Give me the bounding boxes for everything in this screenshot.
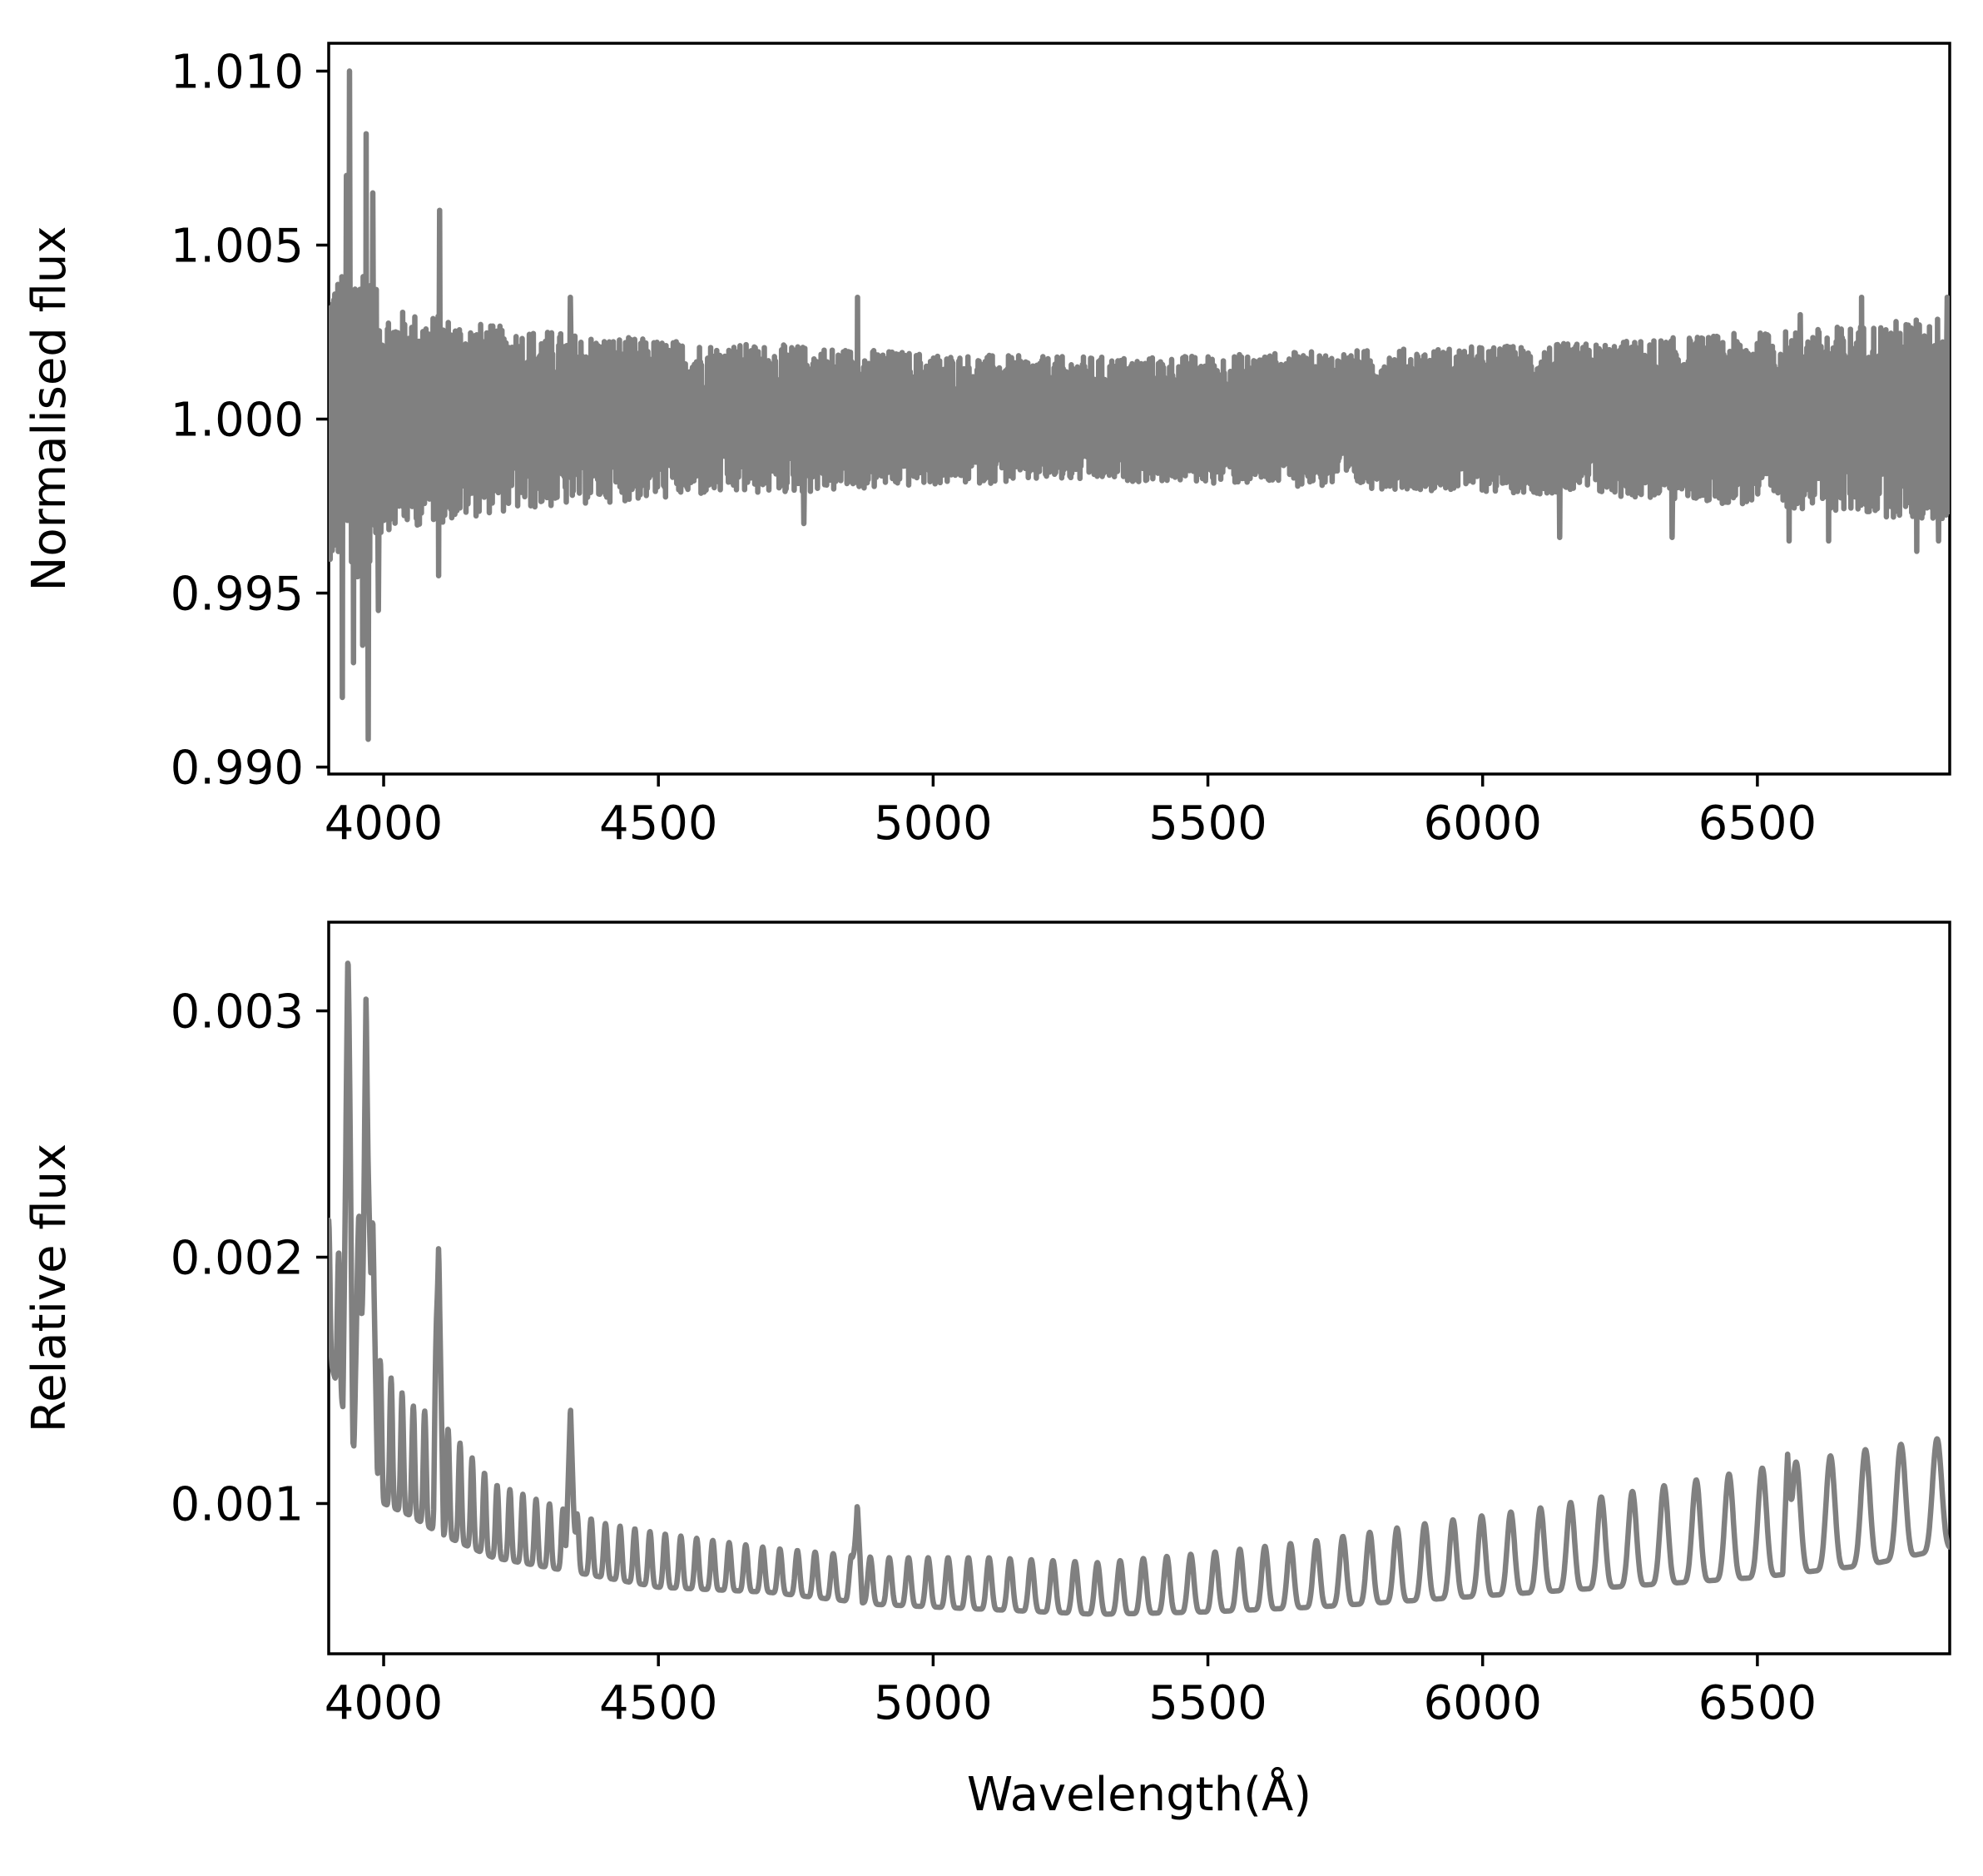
panel-1-x-tick-label-2: 5000 — [874, 1676, 993, 1730]
panel-1-y-tick-label-0: 0.001 — [171, 1477, 304, 1531]
panel-1-x-tick-label-0: 4000 — [325, 1676, 444, 1730]
relative-flux-series-group — [329, 960, 1950, 1617]
relative-flux-panel: 4000 4500 5000 5500 6000 6500 0.001 0.002 0.003… — [22, 921, 1951, 1822]
panel-0-y-tick-label-3: 1.005 — [171, 219, 304, 273]
relative-flux-x-ticks: 4000 4500 5000 5500 6000 6500 — [325, 1654, 1817, 1730]
panel-1-x-tick-label-4: 6000 — [1423, 1676, 1542, 1730]
panel-0-y-tick-label-1: 0.995 — [171, 568, 304, 622]
panel-1-y-tick-label-2: 0.003 — [171, 985, 304, 1040]
panel-0-x-tick-label-3: 5500 — [1148, 797, 1267, 851]
normalised-flux-series-group — [329, 68, 1950, 742]
panel-0-y-tick-label-4: 1.010 — [171, 45, 304, 99]
panel-0-y-tick-label-2: 1.000 — [171, 394, 304, 448]
panel-0-x-tick-label-0: 4000 — [325, 797, 444, 851]
panel-0-x-tick-label-5: 6500 — [1698, 797, 1817, 851]
normalised-flux-y-axis-label: Normalised flux — [22, 226, 77, 591]
normalised-flux-panel: 4000 4500 5000 5500 6000 6500 0.990 0.995 1.000… — [22, 42, 1951, 851]
panel-1-x-tick-label-5: 6500 — [1698, 1676, 1817, 1730]
panel-0-y-tick-label-0: 0.990 — [171, 742, 304, 796]
panel-0-x-tick-label-1: 4500 — [599, 797, 718, 851]
panel-1-spectrum-line-0 — [329, 960, 1950, 1617]
panel-0-spectrum-line-0 — [329, 68, 1950, 742]
normalised-flux-x-ticks: 4000 4500 5000 5500 6000 6500 — [325, 774, 1817, 851]
relative-flux-y-ticks: 0.001 0.002 0.003 — [171, 985, 329, 1531]
relative-flux-y-axis-label: Relative flux — [22, 1144, 77, 1433]
panel-0-x-tick-label-4: 6000 — [1423, 797, 1542, 851]
panel-1-y-tick-label-1: 0.002 — [171, 1232, 304, 1286]
normalised-flux-y-ticks: 0.990 0.995 1.000 1.005 1.010 — [171, 45, 329, 796]
panel-1-x-tick-label-3: 5500 — [1148, 1676, 1267, 1730]
panel-0-x-tick-label-2: 5000 — [874, 797, 993, 851]
relative-flux-x-axis-label: Wavelength(Å) — [967, 1767, 1311, 1822]
relative-flux-plot-frame — [327, 921, 1951, 1655]
panel-1-x-tick-label-1: 4500 — [599, 1676, 718, 1730]
